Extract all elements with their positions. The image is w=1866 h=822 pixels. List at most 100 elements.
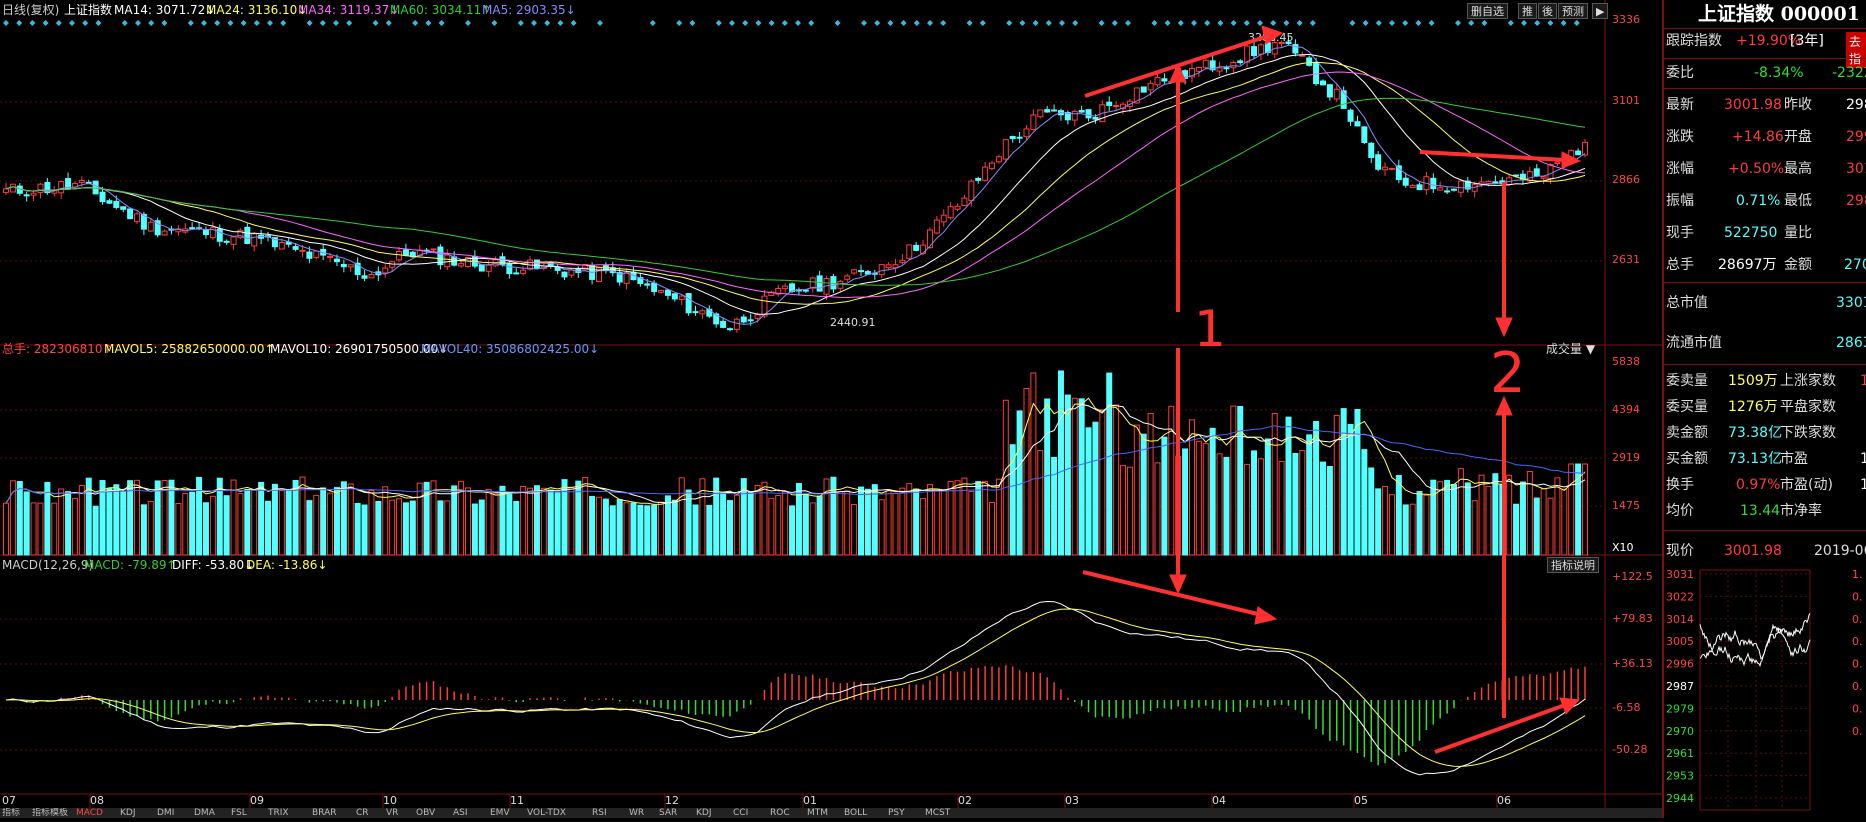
volume-bar <box>720 492 727 556</box>
candle-body <box>1278 42 1285 45</box>
volume-bar <box>864 488 871 556</box>
volume-bar <box>761 481 768 556</box>
indicator-tab[interactable]: FSL <box>231 808 247 818</box>
month-label: 08 <box>90 794 104 807</box>
intraday-mini-chart[interactable]: 3031 3022 3014 3005 2996 2987 2979 2970 2961 2953… <box>1664 566 1866 818</box>
indicator-tab[interactable]: MCST <box>925 808 951 818</box>
volume-bar <box>423 481 430 556</box>
candle-body <box>520 269 527 274</box>
indicator-tab[interactable]: MACD <box>76 808 103 818</box>
open-label: 开盘 <box>1784 129 1812 145</box>
volume-bar <box>361 504 368 556</box>
candle-body <box>1071 110 1078 121</box>
indicator-tab[interactable]: KDJ <box>696 808 712 818</box>
go-index-button[interactable]: 去指 <box>1846 32 1866 68</box>
indicator-tab[interactable]: SAR <box>659 808 678 818</box>
indicator-tab[interactable]: KDJ <box>120 808 136 818</box>
volume-bar <box>554 492 561 556</box>
annotation-label-2: 2 <box>1490 341 1526 406</box>
indicator-tab[interactable]: OBV <box>416 808 436 818</box>
rise-label: 上涨家数 <box>1780 373 1836 389</box>
candle-body <box>99 191 106 203</box>
indicator-tab[interactable]: DMI <box>157 808 175 818</box>
mini-axis-label: 3005 <box>1666 635 1694 648</box>
candle-body <box>1009 136 1016 140</box>
pct-value: +0.50% <box>1728 161 1785 177</box>
avg-value: 13.44 <box>1740 503 1781 519</box>
candle-body <box>954 205 961 210</box>
forecast-button[interactable]: 预测 <box>1558 3 1588 19</box>
expand-icon[interactable]: ▶ <box>1592 3 1609 19</box>
volume-bar <box>471 503 478 556</box>
indicator-tab[interactable]: DMA <box>194 808 215 818</box>
candle-body <box>995 156 1002 163</box>
volume-bar <box>1154 462 1161 556</box>
mini-axis-label: 2987 <box>1666 680 1694 693</box>
event-diamond <box>1204 20 1211 26</box>
candle-body <box>892 264 899 269</box>
macd-histogram <box>12 665 1586 766</box>
vol-unit-label: X10 <box>1612 541 1634 554</box>
indicator-tab[interactable]: PSY <box>888 808 905 818</box>
indicator-tab[interactable]: EMV <box>490 808 510 818</box>
track-label: 跟踪指数 <box>1666 33 1722 49</box>
mini-axis-right-label: 0. <box>1852 613 1863 626</box>
back-button[interactable]: 後 <box>1538 3 1557 19</box>
indicator-tab[interactable]: BRAR <box>312 808 337 818</box>
indicator-tab[interactable]: TRIX <box>268 808 289 818</box>
low-label: 最低 <box>1784 193 1812 209</box>
volume-bar <box>1078 398 1085 556</box>
vol-total-label: 总手: 282306810↑ <box>2 342 113 356</box>
candle-body <box>878 264 885 276</box>
month-label: 09 <box>250 794 264 807</box>
push-button[interactable]: 推 <box>1518 3 1537 19</box>
candle-body <box>561 271 568 278</box>
indicator-tab[interactable]: RSI <box>592 808 607 818</box>
candle-body <box>396 251 403 261</box>
candle-body <box>1251 46 1258 56</box>
month-label: 06 <box>1497 794 1511 807</box>
indicator-tab[interactable]: WR <box>629 808 645 818</box>
volume-bar <box>602 498 609 556</box>
indicator-help-button[interactable]: 指标说明 <box>1547 557 1599 573</box>
candle-body <box>382 267 389 274</box>
volume-bar <box>71 498 78 556</box>
event-diamond <box>201 20 207 26</box>
total-vol-label: 总手 <box>1666 257 1694 273</box>
event-diamond <box>676 20 683 26</box>
indicator-tab[interactable]: CR <box>356 808 369 818</box>
indicator-tab[interactable]: VOL-TDX <box>527 808 566 818</box>
event-diamond <box>95 20 102 26</box>
indicator-tab[interactable]: ROC <box>770 808 790 818</box>
indicator-tab[interactable]: 指标模板 <box>32 808 69 818</box>
volume-bar <box>1547 497 1554 556</box>
candle-body <box>837 281 844 289</box>
chart-canvas[interactable]: 日线(复权) 上证指数 MA14: 3071.72↓ MA24: 3136.10… <box>0 0 1662 818</box>
volume-dropdown[interactable]: 成交量 ▼ <box>1546 341 1596 356</box>
candle-body <box>1554 161 1561 165</box>
volume-bar <box>630 502 637 556</box>
event-diamond <box>1191 20 1197 26</box>
indicator-tab[interactable]: MTM <box>807 808 829 818</box>
volume-bar <box>444 500 451 556</box>
volume-bar <box>1568 463 1575 556</box>
volume-bar <box>1037 450 1044 556</box>
event-diamond <box>227 20 234 26</box>
mcap-label: 总市值 <box>1666 295 1708 311</box>
macd-line <box>5 600 1586 776</box>
event-diamond <box>1362 20 1369 26</box>
event-diamond <box>1006 20 1013 26</box>
kline-chart-area[interactable]: 日线(复权) 上证指数 MA14: 3071.72↓ MA24: 3136.10… <box>0 0 1662 818</box>
macd-name-label: MACD(12,26,9) <box>2 558 93 572</box>
indicator-tab[interactable]: VR <box>386 808 399 818</box>
mini-frame <box>1699 569 1811 811</box>
indicator-tab[interactable]: CCI <box>733 808 749 818</box>
volume-bar <box>44 481 51 556</box>
indicator-tab[interactable]: ASI <box>453 808 468 818</box>
delete-watchlist-button[interactable]: 删自选 <box>1467 3 1508 19</box>
mini-axis-right-label: 1. <box>1852 568 1863 581</box>
event-diamond <box>1151 20 1158 26</box>
indicator-tab[interactable]: 指标 <box>2 808 21 818</box>
buy-vol-row: 委买量 1276万 平盘家数 <box>1664 394 1866 420</box>
indicator-tab[interactable]: BOLL <box>844 808 868 818</box>
